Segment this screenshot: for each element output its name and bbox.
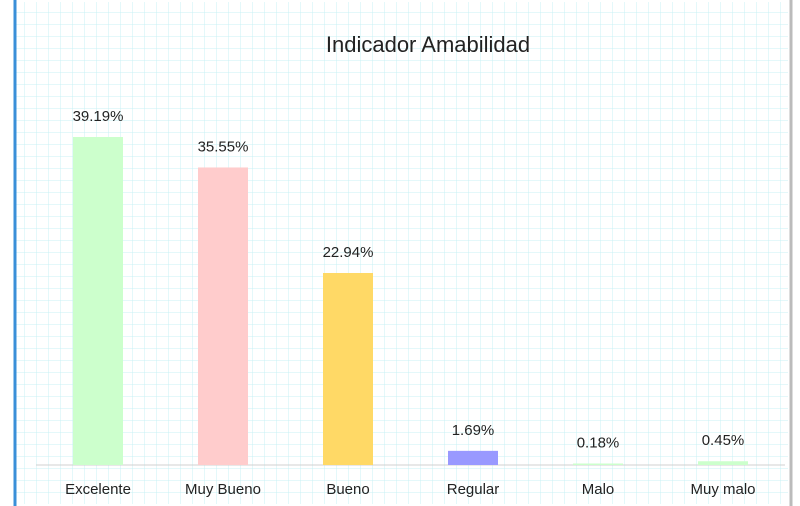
- bar: [73, 137, 123, 465]
- bar: [698, 461, 748, 465]
- bar: [448, 450, 498, 465]
- bar: [573, 463, 623, 465]
- data-label: 1.69%: [452, 422, 495, 439]
- data-label: 0.18%: [577, 434, 620, 451]
- x-tick-label: Excelente: [65, 481, 131, 498]
- chart-title: Indicador Amabilidad: [326, 32, 530, 57]
- bar: [198, 167, 248, 466]
- bar: [323, 273, 373, 465]
- x-tick-label: Muy Bueno: [185, 481, 261, 498]
- x-tick-label: Muy malo: [690, 481, 755, 498]
- x-tick-label: Malo: [582, 481, 615, 498]
- data-label: 0.45%: [702, 432, 745, 449]
- x-tick-label: Bueno: [326, 481, 369, 498]
- data-label: 22.94%: [323, 244, 374, 261]
- x-tick-label: Regular: [447, 481, 500, 498]
- data-label: 35.55%: [198, 138, 249, 155]
- data-label: 39.19%: [73, 108, 124, 125]
- grid-background: [16, 2, 788, 504]
